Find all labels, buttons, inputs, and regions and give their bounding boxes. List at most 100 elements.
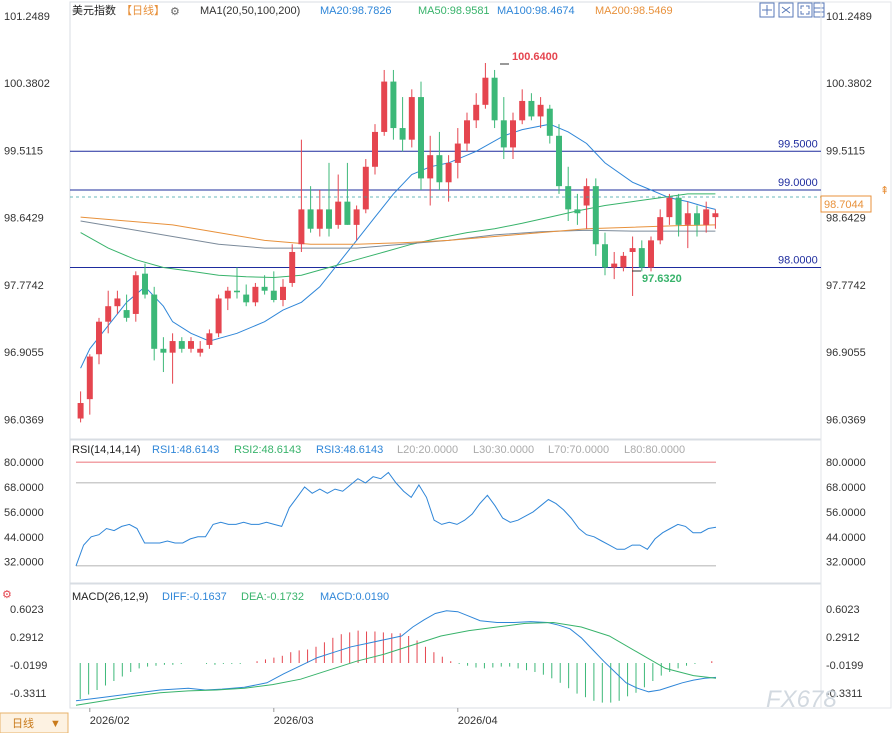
candle (224, 286, 231, 311)
candle (638, 240, 645, 272)
candle (142, 263, 148, 299)
macd-axis: 0.6023 0.6023 0.2912 0.2912 -0.0199 -0.0199 -0… (10, 604, 863, 700)
macd-settings-icon[interactable]: ⚙ (2, 589, 12, 601)
rsi-tick-left: 80.0000 (4, 457, 44, 469)
ma50-line (80, 193, 716, 279)
dea-value: DEA:-0.1732 (241, 591, 304, 603)
candle (546, 104, 553, 144)
ma100-value: MA100:98.4674 (497, 5, 575, 17)
price-tick-left: 96.9055 (4, 347, 44, 359)
macd-lines-group (75, 610, 717, 706)
candle (372, 124, 378, 175)
candle (556, 124, 562, 194)
candle (454, 128, 461, 179)
candle (491, 69, 498, 129)
ma100-line (80, 220, 716, 249)
table-icon[interactable] (813, 2, 825, 18)
candle (528, 93, 535, 121)
macd-bars-group (79, 630, 713, 703)
macd-tick-right: -0.0199 (826, 660, 863, 672)
candle (344, 162, 351, 225)
macd-tick-left: 0.6023 (10, 604, 44, 616)
candle (684, 201, 691, 249)
candle (519, 89, 526, 125)
moving-average-lines (80, 123, 716, 369)
price-tick-left: 101.2489 (4, 11, 50, 23)
macd-value: MACD:0.0190 (320, 591, 389, 603)
candle (482, 62, 489, 109)
l20-value: L20:20.0000 (397, 444, 458, 456)
right-axis-frame (820, 1, 892, 709)
price-tick-right: 101.2489 (826, 11, 872, 23)
macd-tick-left: 0.2912 (10, 632, 44, 644)
crosshair-icon[interactable] (759, 2, 775, 18)
candle (408, 89, 415, 148)
candle (160, 337, 167, 373)
price-tick-left: 96.0369 (4, 415, 44, 427)
candle (592, 178, 599, 256)
candle (694, 205, 700, 237)
candle (399, 97, 406, 152)
ma200-value: MA200:98.5469 (595, 5, 673, 17)
low-annotation: 97.6320 (632, 270, 682, 285)
candle (427, 135, 434, 206)
candle (537, 97, 544, 129)
low-annotation-text: 97.6320 (642, 273, 682, 285)
price-tick-right: 98.6429 (826, 213, 866, 225)
chevron-down-icon: ▼ (50, 718, 61, 730)
current-price-arrow-icon: ⇞ (880, 185, 889, 197)
macd-tick-left: -0.0199 (10, 660, 47, 672)
settings-gear-icon[interactable]: ⚙ (170, 6, 180, 18)
candle (261, 275, 268, 295)
candle (620, 251, 627, 272)
period-button[interactable]: 日线 ▼ (0, 712, 69, 734)
candle (123, 294, 130, 322)
fullscreen-icon[interactable] (797, 2, 813, 18)
candle (473, 93, 480, 129)
candle (712, 209, 719, 229)
candle (197, 341, 204, 357)
rsi-tick-right: 68.0000 (826, 482, 866, 494)
toolbar-icons (759, 2, 825, 18)
candle (96, 317, 102, 365)
rsi-tick-right: 80.0000 (826, 457, 866, 469)
candle (500, 97, 507, 160)
rsi-tick-left: 68.0000 (4, 482, 44, 494)
horizontal-line-label: 99.0000 (778, 177, 818, 189)
horizontal-lines-group: 99.5000 99.0000 98.0000 (70, 138, 821, 268)
candle (611, 251, 618, 280)
candle (307, 186, 314, 233)
candle (316, 190, 323, 237)
price-tick-left: 97.7742 (4, 280, 44, 292)
candle (132, 271, 139, 322)
candle (335, 174, 342, 229)
candles-group (77, 62, 719, 423)
candle (657, 209, 664, 245)
price-tick-right: 96.9055 (826, 347, 866, 359)
candle (206, 329, 213, 349)
candle (289, 244, 296, 287)
rsi-axis: 80.0000 80.0000 68.0000 68.0000 56.0000 56.00… (4, 457, 866, 569)
candle (362, 159, 369, 214)
rsi-tick-right: 56.0000 (826, 507, 866, 519)
ma20-value: MA20:98.7826 (320, 5, 392, 17)
candle (86, 354, 93, 415)
rsi1-value: RSI1:48.6143 (152, 444, 219, 456)
candle (574, 193, 581, 225)
compress-icon[interactable] (778, 2, 794, 18)
candle (565, 166, 572, 221)
rsi-tick-left: 56.0000 (4, 507, 44, 519)
candle (215, 294, 222, 338)
macd-label: MACD(26,12,9) (72, 591, 148, 603)
candle (298, 139, 305, 252)
rsi1-line (75, 471, 717, 567)
candle (178, 337, 185, 353)
price-tick-left: 99.5115 (4, 145, 43, 157)
rsi-tick-left: 32.0000 (4, 557, 44, 569)
ma-label: MA1(20,50,100,200) (200, 5, 300, 17)
candle (188, 337, 194, 353)
candle (114, 290, 121, 314)
macd-tick-right: 0.6023 (826, 604, 860, 616)
